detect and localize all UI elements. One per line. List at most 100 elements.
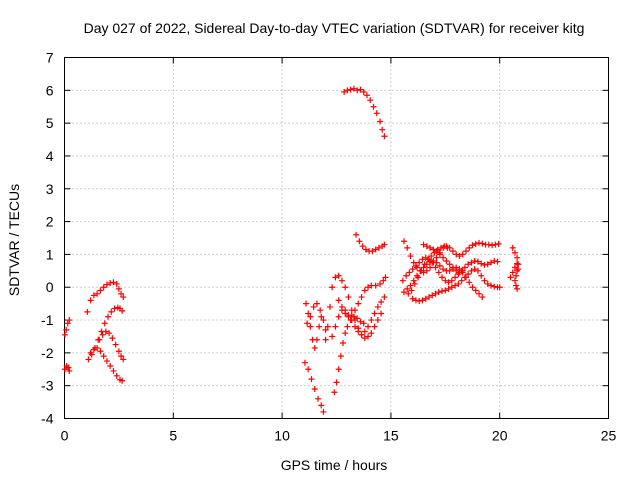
y-tick-label: 7 bbox=[46, 50, 54, 66]
data-point bbox=[481, 277, 488, 284]
data-point bbox=[441, 243, 448, 250]
data-point bbox=[377, 118, 384, 125]
data-point bbox=[311, 344, 318, 351]
data-point bbox=[305, 366, 312, 373]
data-point bbox=[511, 264, 518, 271]
data-point bbox=[307, 313, 314, 320]
data-point bbox=[400, 238, 407, 245]
x-tick-label: 20 bbox=[492, 428, 508, 444]
chart-title: Day 027 of 2022, Sidereal Day-to-day VTE… bbox=[84, 20, 585, 36]
data-point bbox=[444, 244, 451, 251]
data-point bbox=[340, 340, 347, 347]
data-point bbox=[358, 331, 365, 338]
data-point bbox=[119, 377, 126, 384]
plot-frame bbox=[64, 57, 609, 419]
data-point bbox=[427, 264, 434, 271]
data-point bbox=[436, 251, 443, 258]
data-point bbox=[347, 86, 354, 93]
data-point bbox=[100, 353, 107, 360]
data-point bbox=[400, 289, 407, 296]
data-point bbox=[472, 240, 479, 247]
data-point bbox=[458, 277, 465, 284]
y-tick-label: -1 bbox=[41, 312, 54, 328]
data-point bbox=[85, 356, 92, 363]
data-point bbox=[370, 103, 377, 110]
data-point bbox=[489, 242, 496, 249]
data-point bbox=[100, 284, 107, 291]
data-point bbox=[412, 297, 419, 304]
data-point bbox=[461, 264, 468, 271]
data-point bbox=[109, 335, 116, 342]
data-point bbox=[310, 303, 317, 310]
data-point bbox=[452, 282, 459, 289]
data-point bbox=[315, 395, 322, 402]
data-point bbox=[120, 294, 127, 301]
data-point bbox=[468, 267, 475, 274]
data-point bbox=[432, 290, 439, 297]
data-point bbox=[461, 274, 468, 281]
data-point bbox=[422, 295, 429, 302]
data-point bbox=[445, 279, 452, 286]
data-point bbox=[63, 326, 70, 333]
data-point bbox=[465, 261, 472, 268]
x-axis-label: GPS time / hours bbox=[281, 457, 388, 473]
data-point bbox=[316, 323, 323, 330]
data-point bbox=[478, 260, 485, 267]
data-point bbox=[324, 323, 331, 330]
data-point bbox=[357, 86, 364, 93]
data-point bbox=[320, 317, 327, 324]
data-point bbox=[419, 297, 426, 304]
data-point bbox=[115, 348, 122, 355]
x-tick-label: 15 bbox=[383, 428, 399, 444]
data-point bbox=[65, 364, 72, 371]
data-point bbox=[332, 323, 339, 330]
data-point bbox=[440, 254, 447, 261]
data-point bbox=[357, 318, 364, 325]
data-point bbox=[515, 266, 522, 273]
y-tick-label: 2 bbox=[46, 214, 54, 230]
data-point bbox=[445, 285, 452, 292]
data-point bbox=[367, 97, 374, 104]
data-point bbox=[472, 287, 479, 294]
data-point bbox=[423, 243, 430, 250]
data-point bbox=[345, 294, 352, 301]
data-point bbox=[105, 313, 112, 320]
data-point bbox=[430, 257, 437, 264]
grid bbox=[64, 57, 609, 419]
data-point bbox=[411, 280, 418, 287]
data-point bbox=[469, 284, 476, 291]
y-tick-label: -3 bbox=[41, 378, 54, 394]
data-point bbox=[509, 269, 516, 276]
x-tick-labels: 0 5 10 15 20 25 bbox=[61, 428, 617, 444]
data-point bbox=[408, 287, 415, 294]
y-tick-labels: -4 -3 -2 -1 0 1 2 3 4 5 6 7 bbox=[41, 50, 54, 427]
data-point bbox=[103, 358, 110, 365]
data-point bbox=[380, 277, 387, 284]
data-point bbox=[363, 92, 370, 99]
data-point bbox=[345, 313, 352, 320]
data-point bbox=[361, 287, 368, 294]
data-point bbox=[103, 281, 110, 288]
data-point bbox=[487, 259, 494, 266]
data-point bbox=[66, 317, 73, 324]
data-point bbox=[353, 231, 360, 238]
data-point bbox=[479, 240, 486, 247]
data-point bbox=[443, 257, 450, 264]
y-tick-label: -2 bbox=[41, 345, 54, 361]
data-point bbox=[495, 240, 502, 247]
data-point bbox=[433, 248, 440, 255]
y-tick-label: -4 bbox=[41, 411, 54, 427]
data-point bbox=[474, 267, 481, 274]
data-point bbox=[514, 260, 521, 267]
data-point bbox=[456, 269, 463, 276]
data-point bbox=[410, 277, 417, 284]
data-point bbox=[418, 267, 425, 274]
data-point bbox=[478, 272, 485, 279]
data-point bbox=[421, 261, 428, 268]
data-point bbox=[448, 284, 455, 291]
data-point bbox=[87, 297, 94, 304]
data-point bbox=[449, 264, 456, 271]
data-point bbox=[108, 308, 115, 315]
data-point bbox=[322, 336, 329, 343]
